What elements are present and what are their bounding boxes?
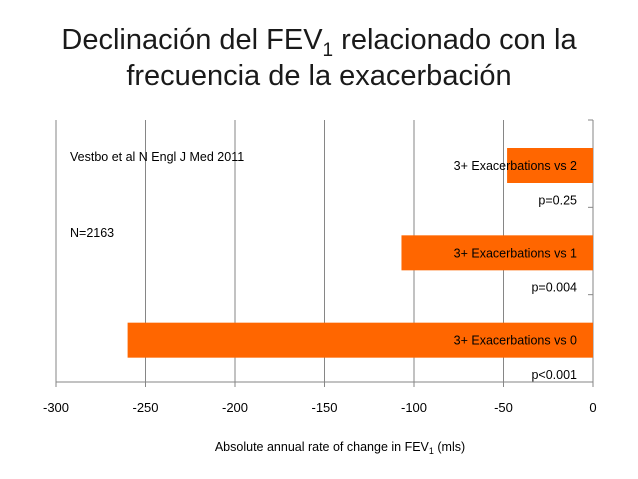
p-value-label: p=0.004 — [531, 281, 577, 295]
x-tick-label: -200 — [222, 400, 248, 415]
x-axis-label: Absolute annual rate of change in FEV1 (… — [214, 440, 466, 456]
x-tick-label: -250 — [132, 400, 158, 415]
bar — [401, 235, 593, 271]
bar-category-label: 3+ Exacerbations vs 1 — [454, 246, 577, 260]
x-tick-label: 0 — [589, 400, 596, 415]
slide-title: Declinación del FEV1 relacionado con la … — [20, 22, 618, 94]
bar — [507, 148, 593, 183]
citation-annotation: Vestbo et al N Engl J Med 2011 — [70, 150, 244, 164]
bar — [127, 322, 593, 358]
x-tick-label: -100 — [401, 400, 427, 415]
title-line-2: frecuencia de la exacerbación — [126, 60, 512, 92]
x-tick-label: -150 — [311, 400, 337, 415]
bar-category-label: 3+ Exacerbations vs 0 — [454, 334, 577, 348]
title-line-1: Declinación del FEV1 relacionado con la — [61, 24, 577, 61]
sample-size-annotation: N=2163 — [70, 226, 114, 240]
x-tick-label: -300 — [43, 400, 69, 415]
bar-category-label: 3+ Exacerbations vs 2 — [454, 159, 577, 173]
p-value-label: p=0.25 — [538, 193, 577, 207]
p-value-label: p<0.001 — [531, 368, 577, 382]
x-tick-label: -50 — [494, 400, 513, 415]
